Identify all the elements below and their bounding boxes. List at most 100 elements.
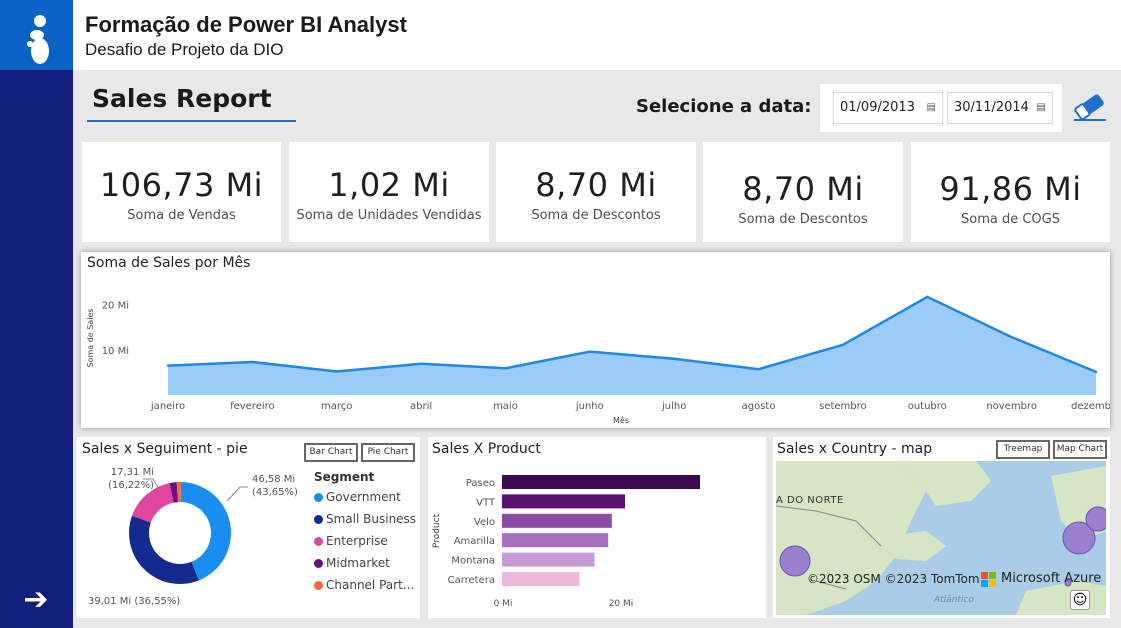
- legend-item[interactable]: Channel Part...: [314, 574, 418, 596]
- pie-slice: [169, 482, 178, 503]
- legend-swatch: [314, 493, 323, 502]
- area-fill: [168, 296, 1096, 395]
- line-chart-title: Soma de Sales por Mês: [87, 255, 251, 271]
- y-axis-label: Soma de Sales: [86, 308, 95, 367]
- pie-chart-button[interactable]: Pie Chart: [361, 443, 415, 462]
- map-chart-button[interactable]: Map Chart: [1053, 440, 1107, 459]
- bar-chart-button[interactable]: Bar Chart: [304, 443, 358, 462]
- monthly-sales-panel[interactable]: Soma de Sales por Mês janeiro fevereiro ma…: [81, 252, 1110, 428]
- data-point: [504, 367, 507, 370]
- data-point: [926, 295, 929, 299]
- kpi-value: 106,73 Mi: [99, 166, 264, 204]
- data-label: 46,58 Mi: [252, 474, 295, 485]
- legend-label: Channel Part...: [326, 578, 415, 592]
- kpi-card-unidades[interactable]: 1,02 Mi Soma de Unidades Vendidas: [289, 142, 489, 242]
- data-label: 17,31 Mi: [111, 467, 154, 478]
- pie-slice: [129, 515, 199, 584]
- date-filter-label: Selecione a data:: [636, 96, 812, 117]
- kpi-card-descontos-2[interactable]: 8,70 Mi Soma de Descontos: [703, 142, 903, 242]
- y-tick-label: Amarilla: [454, 536, 495, 547]
- legend-swatch: [314, 581, 323, 590]
- y-axis-label: Product: [432, 513, 442, 548]
- bar: [502, 513, 612, 528]
- x-tick-label: outubro: [908, 401, 947, 412]
- report-title-underline: [87, 120, 296, 122]
- country-map[interactable]: A DO NORTE Atlântico ©2023 OSM ©2023 Tom…: [776, 461, 1106, 615]
- product-bar-panel[interactable]: Sales X Product Paseo VTT Velo Amarilla Mont…: [428, 437, 766, 618]
- date-slicer: 01/09/2013 ▤ 30/11/2014 ▤: [820, 84, 1062, 132]
- legend-swatch: [314, 515, 323, 524]
- legend-item[interactable]: Government: [314, 486, 418, 508]
- leader-line: [226, 486, 248, 502]
- kpi-label: Soma de Unidades Vendidas: [296, 208, 482, 223]
- x-tick-label: dezembro: [1071, 401, 1110, 412]
- map-ocean-label: Atlântico: [934, 595, 974, 605]
- segment-legend: Segment Government Small Business Enterpri…: [314, 470, 418, 596]
- data-label: (16,22%): [108, 480, 154, 491]
- x-tick-label: agosto: [742, 401, 776, 412]
- legend-label: Small Business: [326, 512, 417, 526]
- legend-swatch: [314, 559, 323, 568]
- x-tick-label: março: [321, 401, 352, 412]
- map-title: Sales x Country - map: [777, 441, 933, 457]
- data-point: [166, 364, 170, 367]
- kpi-card-vendas[interactable]: 106,73 Mi Soma de Vendas: [82, 142, 281, 242]
- data-point: [1010, 335, 1013, 339]
- map-bubble: [1064, 579, 1072, 587]
- bar: [502, 552, 595, 567]
- y-tick-label: VTT: [476, 497, 496, 508]
- data-point: [757, 368, 760, 371]
- legend-label: Government: [326, 490, 401, 504]
- y-tick-label: 10 Mi: [102, 346, 129, 357]
- y-tick-label: Velo: [474, 517, 495, 528]
- legend-label: Midmarket: [326, 556, 390, 570]
- x-tick-label: 0 Mi: [494, 599, 513, 609]
- data-point: [841, 343, 845, 347]
- page-header: Formação de Power BI Analyst Desafio de …: [73, 0, 1121, 70]
- y-tick-label: Paseo: [466, 478, 495, 489]
- x-tick-label: janeiro: [150, 401, 185, 412]
- data-point: [251, 360, 254, 364]
- calendar-icon[interactable]: ▤: [1036, 102, 1046, 113]
- legend-title: Segment: [314, 470, 375, 484]
- legend-item[interactable]: Midmarket: [314, 552, 418, 574]
- map-bubble: [1062, 521, 1096, 555]
- arrow-right-icon[interactable]: ➔: [23, 582, 49, 617]
- left-sidebar: ➔: [0, 0, 73, 628]
- page-title: Formação de Power BI Analyst: [85, 12, 407, 37]
- monthly-sales-chart: janeiro fevereiro março abril maio junho julho…: [86, 295, 1110, 425]
- segment-donut-chart: 46,58 Mi (43,65%) 17,31 Mi (16,22%) 39,01 Mi…: [88, 467, 298, 607]
- kpi-card-cogs[interactable]: 91,86 Mi Soma de COGS: [911, 142, 1110, 242]
- y-tick-label: 20 Mi: [102, 301, 129, 312]
- x-tick-label: junho: [575, 401, 604, 412]
- calendar-icon[interactable]: ▤: [926, 102, 936, 113]
- kpi-label: Soma de Descontos: [531, 208, 661, 223]
- legend-item[interactable]: Enterprise: [314, 530, 418, 552]
- legend-item[interactable]: Small Business: [314, 508, 418, 530]
- series-line: [167, 295, 1097, 374]
- x-tick-label: fevereiro: [230, 401, 275, 412]
- kpi-card-descontos[interactable]: 8,70 Mi Soma de Descontos: [496, 142, 696, 242]
- report-title: Sales Report: [92, 84, 272, 113]
- page-subtitle: Desafio de Projeto da DIO: [85, 40, 284, 59]
- kpi-label: Soma de Vendas: [127, 208, 236, 223]
- end-date-input[interactable]: 30/11/2014 ▤: [947, 92, 1053, 124]
- product-bar-chart: Paseo VTT Velo Amarilla Montana Carretera 0 Mi…: [432, 475, 700, 609]
- pie-slice: [180, 482, 232, 581]
- microsoft-logo-icon: [981, 572, 996, 587]
- bar: [502, 475, 700, 489]
- treemap-button[interactable]: Treemap: [996, 440, 1050, 459]
- kpi-value: 8,70 Mi: [742, 170, 864, 208]
- segment-pie-panel[interactable]: Sales x Seguiment - pie Bar Chart Pie Ch…: [77, 437, 420, 618]
- start-date-value: 01/09/2013: [840, 100, 915, 115]
- bar: [502, 572, 580, 586]
- start-date-input[interactable]: 01/09/2013 ▤: [833, 92, 943, 124]
- eraser-icon[interactable]: [1070, 90, 1110, 124]
- y-tick-label: Montana: [451, 556, 495, 567]
- kpi-value: 91,86 Mi: [939, 170, 1082, 208]
- map-attribution: ©2023 OSM ©2023 TomTom: [807, 572, 980, 586]
- feedback-smiley-icon[interactable]: ☺: [1070, 590, 1090, 610]
- leader-line: [143, 478, 160, 490]
- data-point: [335, 370, 338, 373]
- kpi-value: 8,70 Mi: [535, 166, 657, 204]
